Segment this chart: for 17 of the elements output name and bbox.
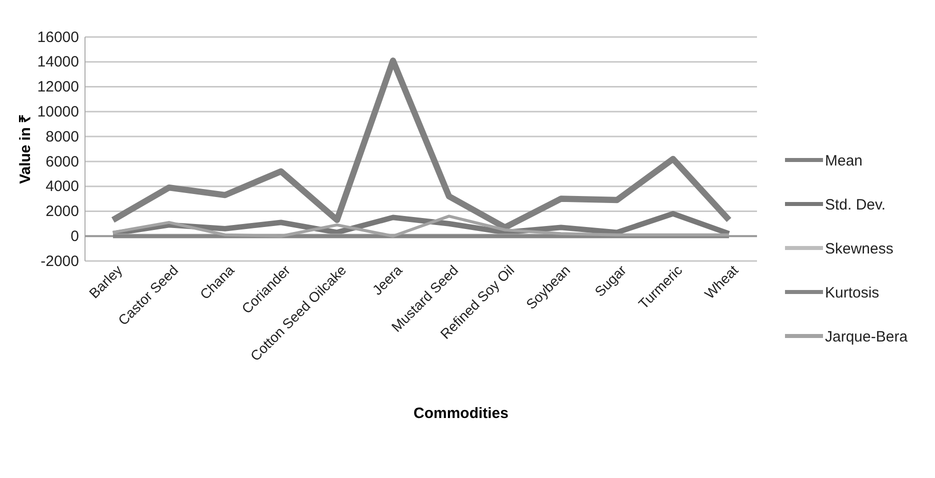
y-axis-title: Value in ₹: [17, 114, 34, 184]
legend-label: Mean: [825, 152, 863, 170]
legend-label: Std. Dev.: [825, 196, 886, 214]
y-tick-label: 6000: [46, 153, 79, 170]
y-tick-label: 8000: [46, 128, 79, 146]
legend-label: Kurtosis: [825, 284, 880, 302]
y-tick-label: 2000: [46, 203, 79, 220]
y-tick-label: 16000: [37, 28, 79, 46]
y-tick-label: 14000: [37, 54, 79, 71]
y-tick-label: 4000: [46, 178, 79, 196]
y-tick-label: 12000: [37, 78, 79, 96]
y-tick-label: -2000: [40, 252, 79, 270]
legend-label: Jarque-Bera: [825, 328, 908, 346]
y-tick-label: 0: [70, 228, 79, 245]
y-tick-label: 10000: [37, 103, 79, 120]
x-axis-title: Commodities: [413, 405, 509, 422]
legend-label: Skewness: [825, 240, 894, 258]
